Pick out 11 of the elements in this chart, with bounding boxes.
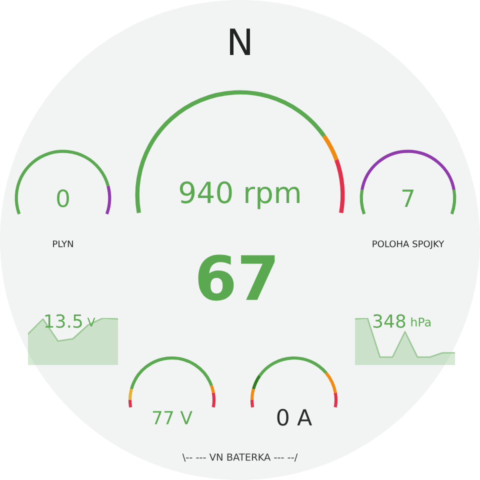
- data-label: 0 A: [277, 408, 312, 426]
- text: PLYN: [53, 240, 73, 248]
- annotation: 348 hPa: [373, 314, 430, 328]
- data-label: 77 V: [152, 411, 192, 424]
- data-label: 7: [402, 190, 414, 207]
- text: POLOHA SPOJKY: [372, 240, 444, 249]
- data-label: 940 rpm: [180, 181, 300, 210]
- data-label: 0: [57, 189, 69, 208]
- text: \-- --- VN BATERKA --- --/: [182, 454, 298, 462]
- text: N: [230, 28, 250, 55]
- text: 67: [198, 254, 275, 301]
